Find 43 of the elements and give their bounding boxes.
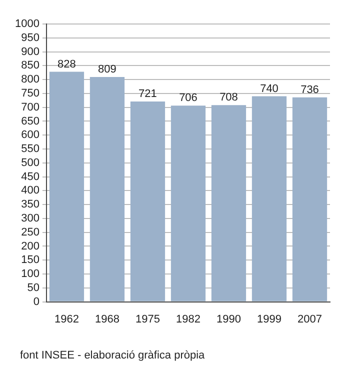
y-tick-label: 1000	[14, 18, 40, 30]
y-tick-label: 750	[21, 87, 40, 100]
y-tick-label: 800	[21, 74, 40, 86]
bar	[292, 97, 328, 302]
y-tick-label: 700	[21, 101, 40, 114]
y-tick-label: 250	[21, 226, 40, 238]
text: font INSEE - elaboració gràfica pròpia	[20, 350, 206, 362]
bar	[90, 77, 125, 302]
y-tick-label: 400	[21, 184, 40, 197]
y-tick-label: 850	[21, 60, 40, 72]
x-tick-label: 1962	[54, 313, 79, 326]
bar	[252, 96, 287, 302]
y-tick-label: 50	[27, 282, 40, 294]
y-tick-label: 100	[21, 268, 40, 280]
y-tick-label: 550	[21, 143, 40, 156]
data-label: 740	[260, 82, 278, 95]
x-tick-label: 1968	[94, 313, 120, 326]
x-tick-label: 2007	[298, 313, 322, 326]
y-tick-label: 0	[33, 296, 40, 308]
data-label: 809	[98, 64, 116, 76]
x-tick-label: 1982	[176, 313, 200, 326]
y-tick-label: 900	[21, 46, 40, 58]
x-tick-label: 1999	[257, 313, 282, 326]
bar	[49, 72, 84, 302]
data-label: 708	[220, 92, 238, 104]
y-tick-label: 350	[21, 198, 40, 211]
y-tick-label: 950	[21, 32, 40, 44]
data-label: 736	[300, 84, 319, 96]
bar	[211, 105, 246, 302]
y-tick-label: 450	[21, 170, 40, 183]
data-label: 706	[179, 92, 198, 104]
bar	[170, 106, 206, 302]
y-tick-label: 500	[21, 156, 40, 169]
y-tick-label: 300	[21, 212, 40, 224]
y-tick-label: 200	[21, 240, 40, 252]
y-tick-label: 600	[21, 129, 40, 142]
bar	[130, 102, 166, 302]
y-tick-label: 150	[21, 254, 40, 266]
data-label: 828	[58, 58, 76, 70]
x-tick-label: 1990	[216, 313, 241, 326]
x-tick-label: 1975	[135, 313, 160, 326]
data-label: 721	[138, 88, 157, 100]
y-tick-label: 650	[21, 115, 40, 128]
